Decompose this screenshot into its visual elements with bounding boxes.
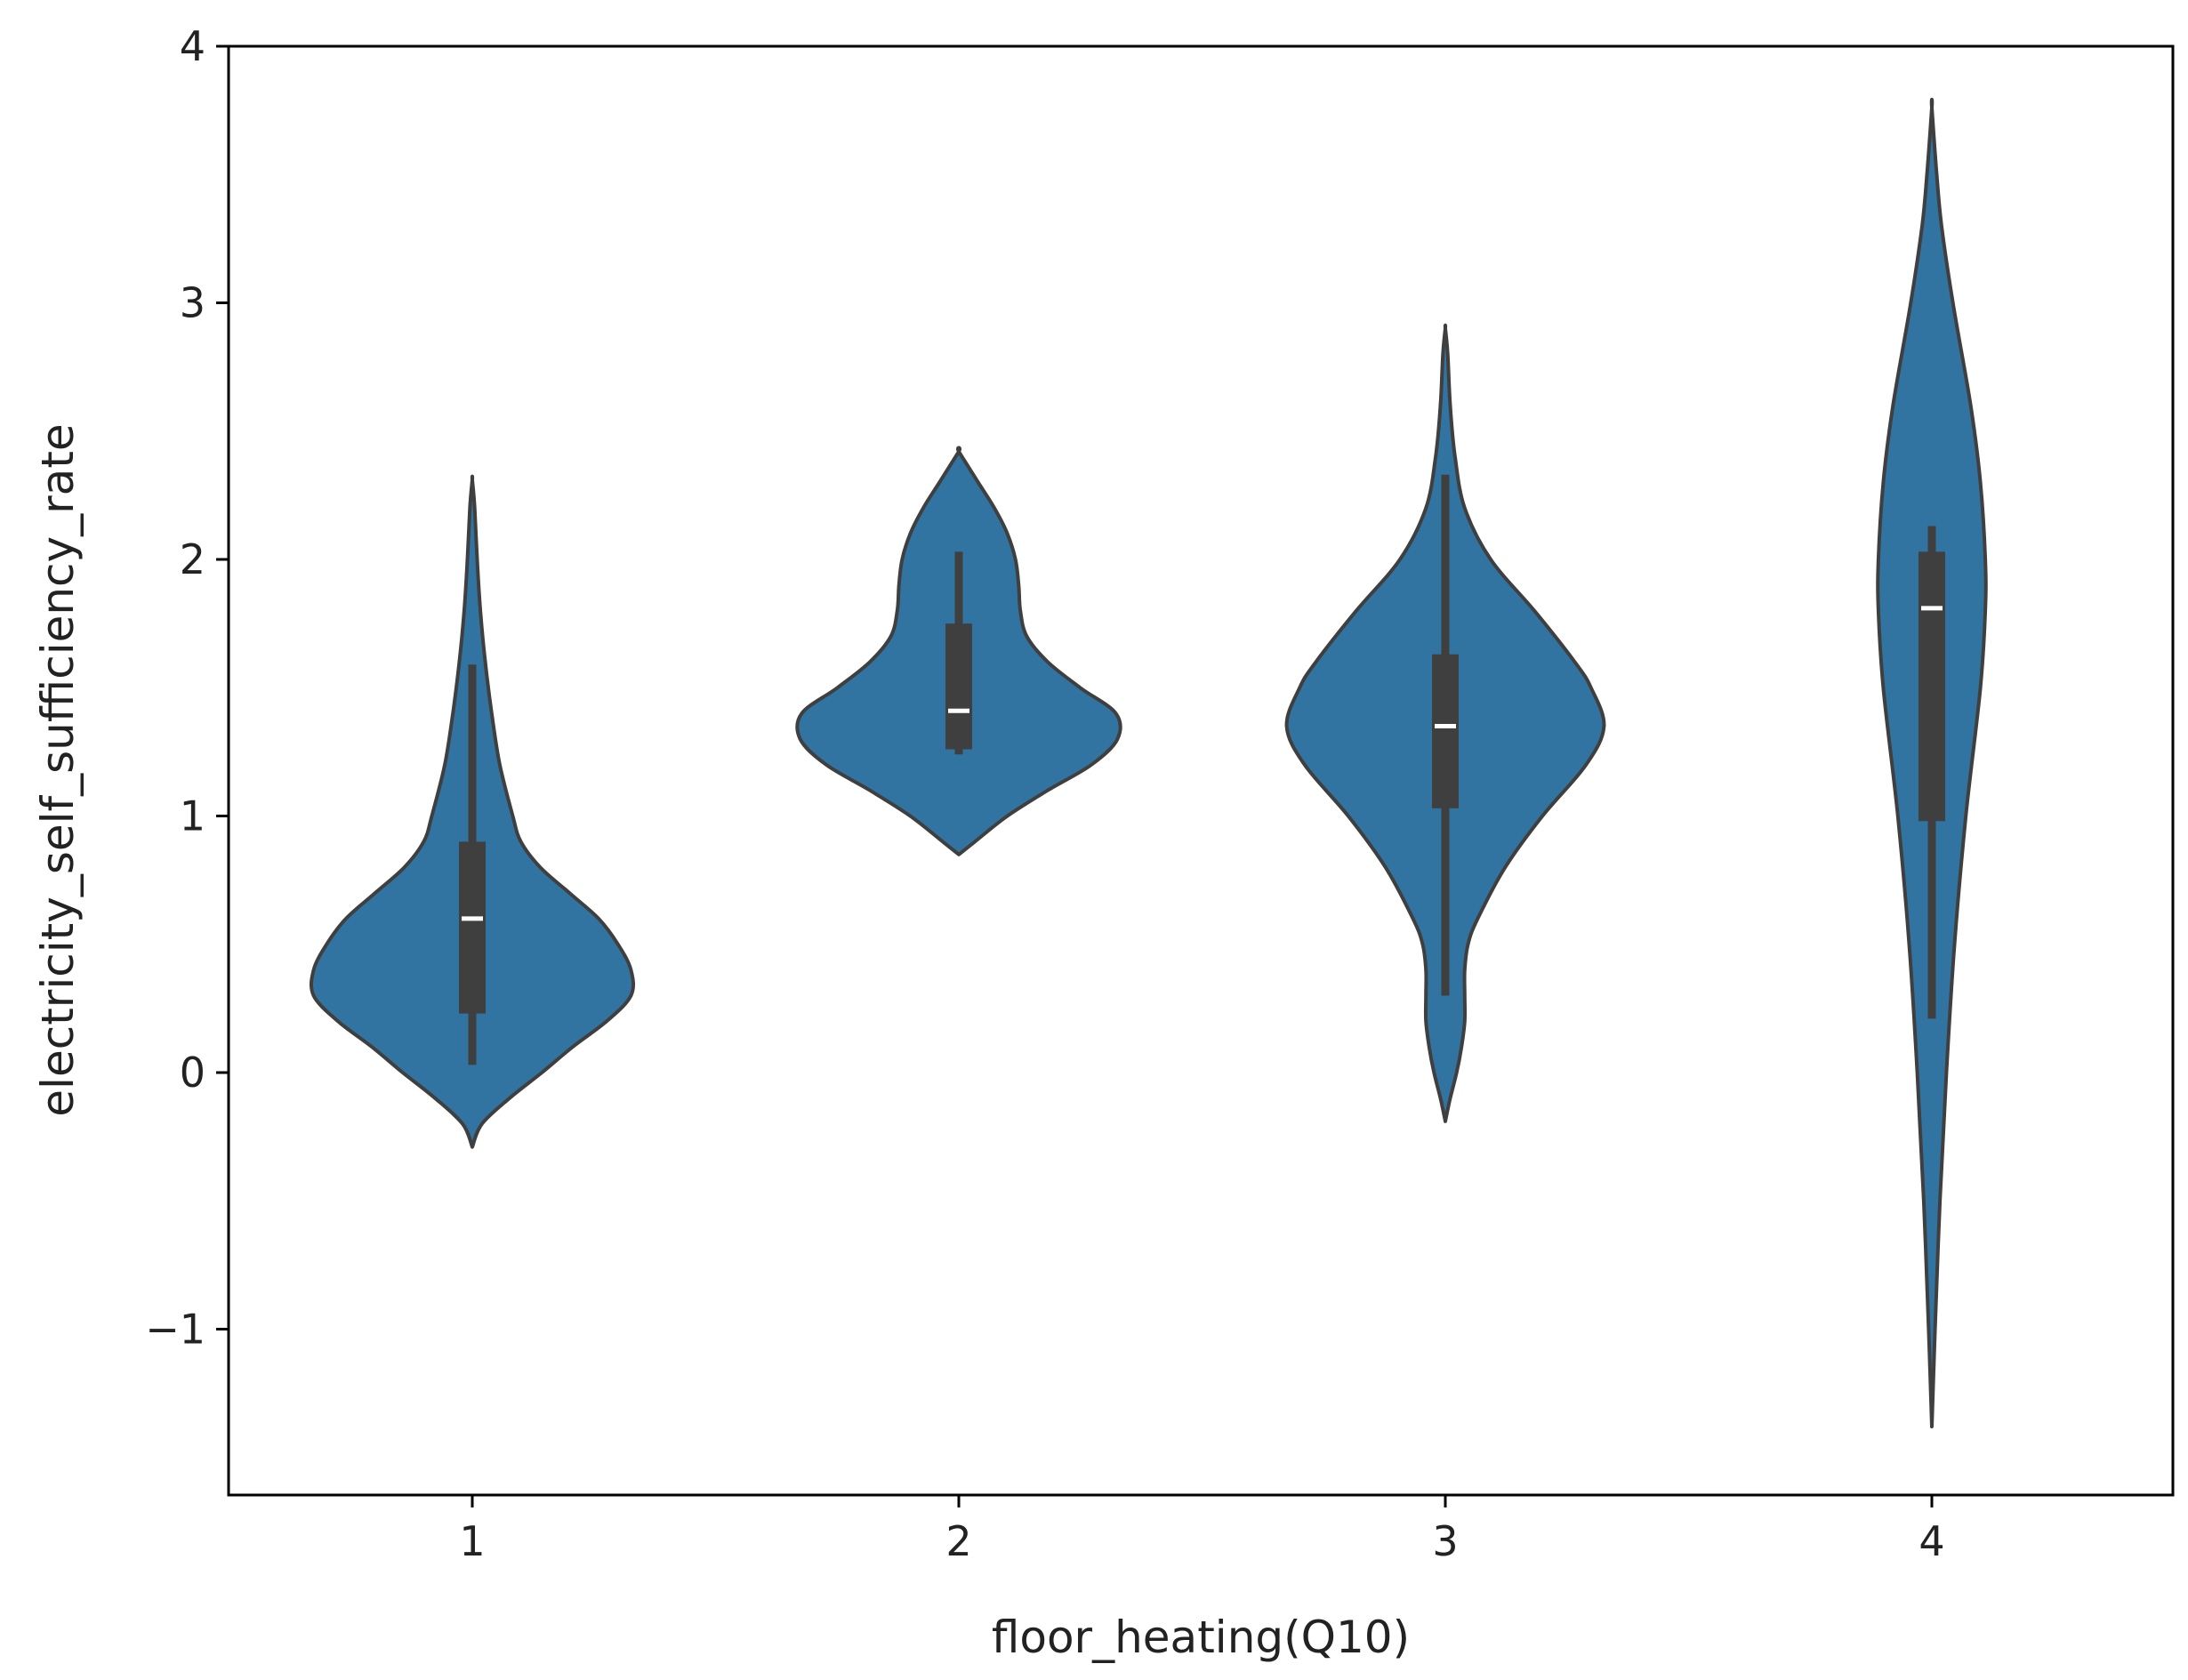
y-tick-label: −1: [145, 1306, 205, 1354]
iqr-box-1: [459, 841, 486, 1014]
y-tick-label: 4: [180, 22, 205, 70]
plot-frame: [227, 44, 2175, 1497]
y-tick-label: 2: [180, 535, 205, 583]
violins-layer: [309, 97, 1988, 1429]
iqr-box-4: [1919, 551, 1945, 822]
violin-3: [1284, 323, 1606, 1123]
violin-4: [1876, 97, 1988, 1429]
x-tick-label: 2: [945, 1517, 971, 1565]
y-axis-label: electricity_self_sufficiency_rate: [32, 423, 84, 1116]
y-tick-label: 1: [180, 792, 205, 840]
iqr-box-3: [1432, 654, 1459, 808]
violin-2: [795, 446, 1122, 856]
x-axis: 1 2 3 4: [459, 1495, 1945, 1565]
x-axis-label: floor_heating(Q10): [992, 1612, 1410, 1663]
x-tick-label: 3: [1432, 1517, 1458, 1565]
y-tick-label: 0: [180, 1049, 205, 1097]
iqr-box-2: [945, 623, 972, 750]
y-tick-label: 3: [180, 279, 205, 327]
violin-1: [309, 474, 636, 1149]
y-axis: −1 0 1 2 3 4: [145, 22, 229, 1354]
x-tick-label: 4: [1919, 1517, 1944, 1565]
x-tick-label: 1: [459, 1517, 485, 1565]
